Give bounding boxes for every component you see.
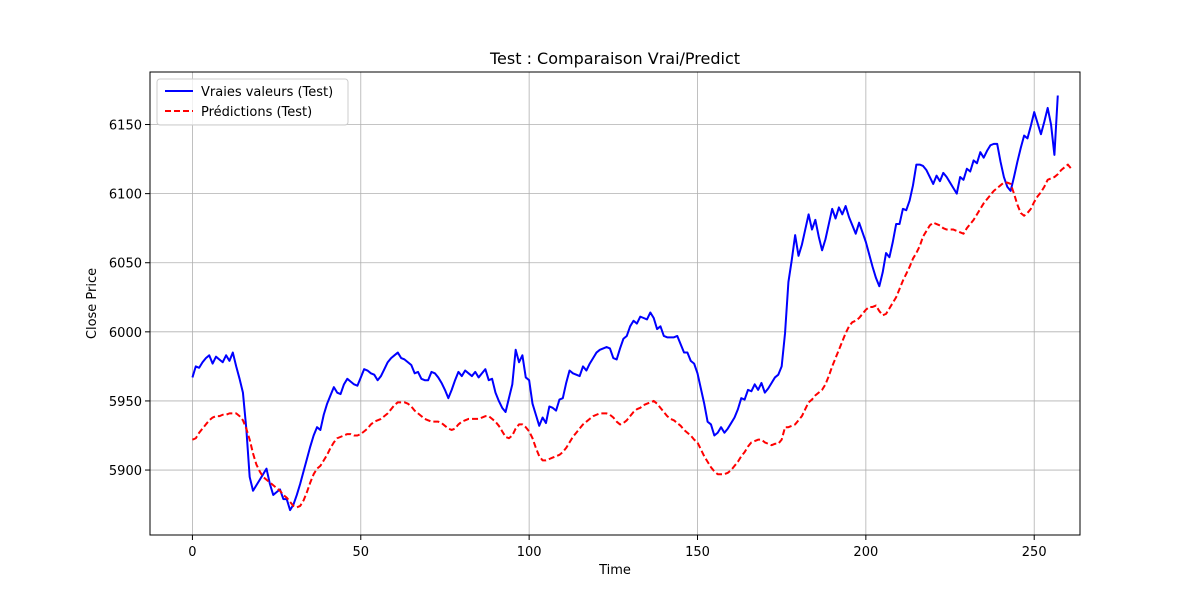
legend-label-true: Vraies valeurs (Test)	[201, 85, 333, 100]
series-layer	[191, 95, 1073, 512]
grid	[150, 72, 1080, 535]
x-tick-label: 150	[685, 545, 710, 560]
legend: Vraies valeurs (Test) Prédictions (Test)	[156, 78, 349, 126]
series-line-true	[191, 95, 1059, 512]
y-tick-label: 5900	[109, 464, 142, 479]
x-tick-label: 50	[353, 545, 370, 560]
x-axis-label: Time	[598, 563, 631, 578]
series-line-pred	[192, 163, 1073, 509]
y-tick-label: 6100	[109, 188, 142, 203]
legend-box	[156, 78, 349, 126]
x-tick-label: 100	[517, 545, 542, 560]
y-tick-label: 6050	[109, 257, 142, 272]
ticks: 0 50 100 150 200 250 5900 5950 6000 6050 6100 6150	[109, 119, 1047, 560]
x-tick-label: 250	[1022, 545, 1047, 560]
y-tick-label: 5950	[109, 395, 142, 410]
x-tick-label: 200	[853, 545, 878, 560]
y-tick-label: 6000	[109, 326, 142, 341]
plot-frame	[149, 71, 1081, 536]
legend-label-pred: Prédictions (Test)	[201, 105, 312, 120]
x-tick-label: 0	[188, 545, 196, 560]
y-tick-label: 6150	[109, 119, 142, 134]
chart-title: Test : Comparaison Vrai/Predict	[489, 49, 740, 68]
y-axis-label: Close Price	[85, 268, 100, 339]
